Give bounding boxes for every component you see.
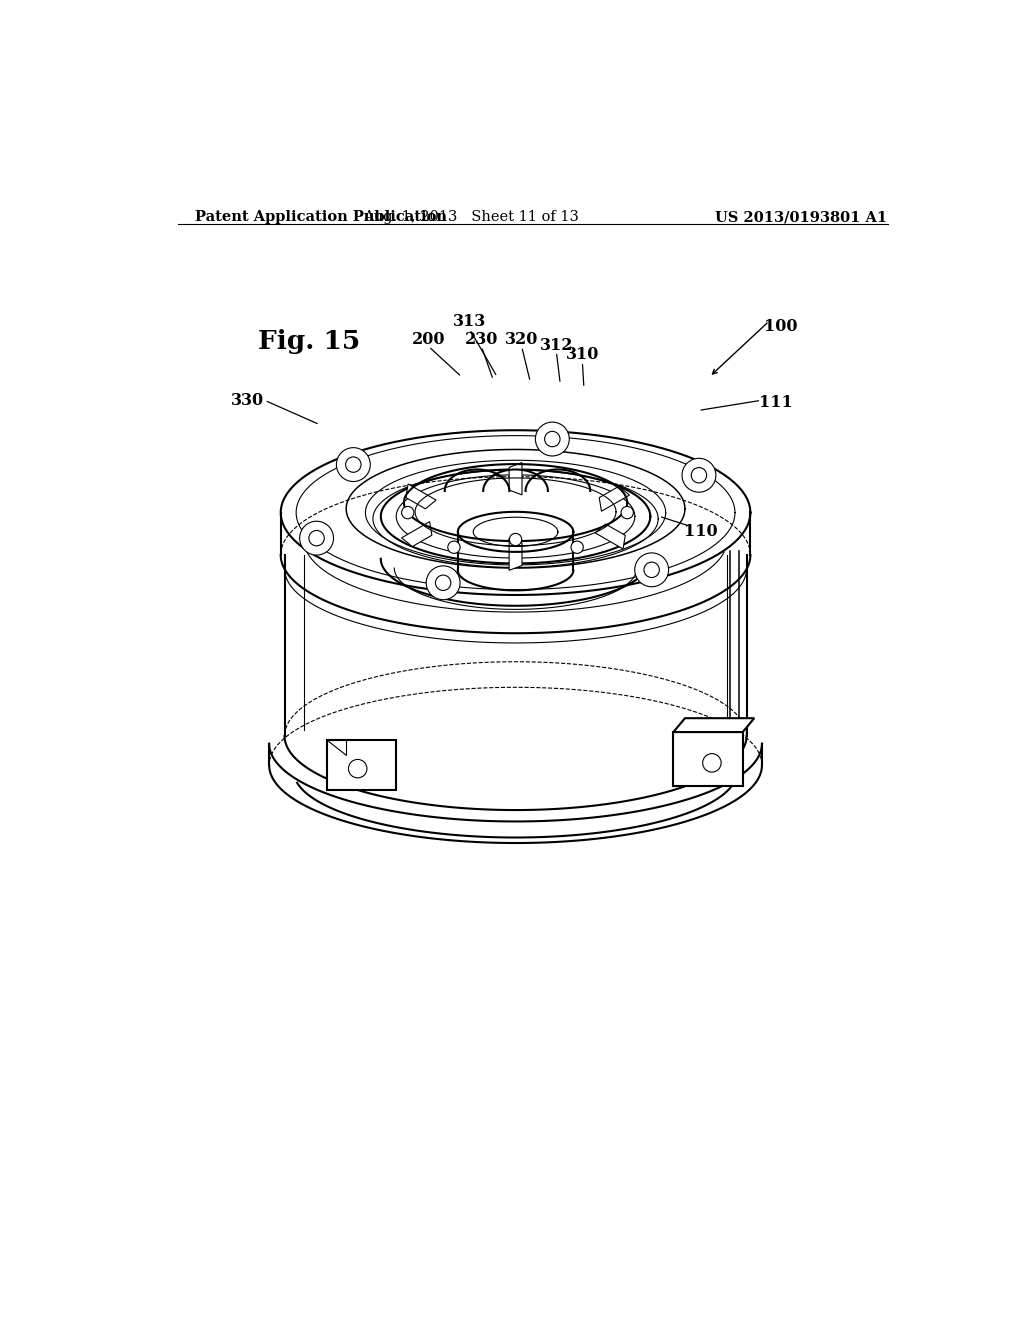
Circle shape	[635, 553, 669, 587]
Circle shape	[309, 531, 325, 546]
Text: Fig. 15: Fig. 15	[258, 329, 360, 354]
Text: 110: 110	[684, 523, 718, 540]
Circle shape	[337, 447, 371, 482]
Text: Aug. 1, 2013   Sheet 11 of 13: Aug. 1, 2013 Sheet 11 of 13	[364, 210, 580, 224]
Circle shape	[545, 432, 560, 446]
Circle shape	[435, 576, 451, 590]
Circle shape	[348, 759, 367, 777]
Circle shape	[691, 467, 707, 483]
Text: US 2013/0193801 A1: US 2013/0193801 A1	[716, 210, 888, 224]
Circle shape	[644, 562, 659, 578]
Text: 312: 312	[540, 337, 573, 354]
Circle shape	[571, 541, 584, 553]
Circle shape	[346, 457, 361, 473]
Text: 310: 310	[565, 346, 599, 363]
Text: 200: 200	[412, 331, 445, 347]
Polygon shape	[327, 739, 346, 755]
Text: 111: 111	[759, 393, 793, 411]
Text: 330: 330	[230, 392, 264, 409]
Polygon shape	[674, 733, 742, 785]
Polygon shape	[509, 462, 522, 495]
Polygon shape	[599, 486, 630, 511]
Polygon shape	[595, 524, 626, 549]
Text: 230: 230	[465, 331, 498, 347]
Circle shape	[401, 507, 414, 519]
Polygon shape	[509, 539, 522, 570]
Circle shape	[621, 507, 634, 519]
Circle shape	[447, 541, 460, 553]
Text: 313: 313	[453, 313, 486, 330]
Circle shape	[702, 754, 721, 772]
Circle shape	[536, 422, 569, 455]
Text: 100: 100	[764, 318, 797, 334]
Polygon shape	[327, 739, 396, 789]
Polygon shape	[401, 521, 432, 546]
Text: Patent Application Publication: Patent Application Publication	[196, 210, 447, 224]
Circle shape	[682, 458, 716, 492]
Circle shape	[509, 533, 521, 545]
Text: 320: 320	[505, 331, 539, 347]
Circle shape	[300, 521, 334, 556]
Polygon shape	[674, 718, 755, 733]
Circle shape	[426, 566, 460, 599]
Polygon shape	[406, 484, 436, 508]
